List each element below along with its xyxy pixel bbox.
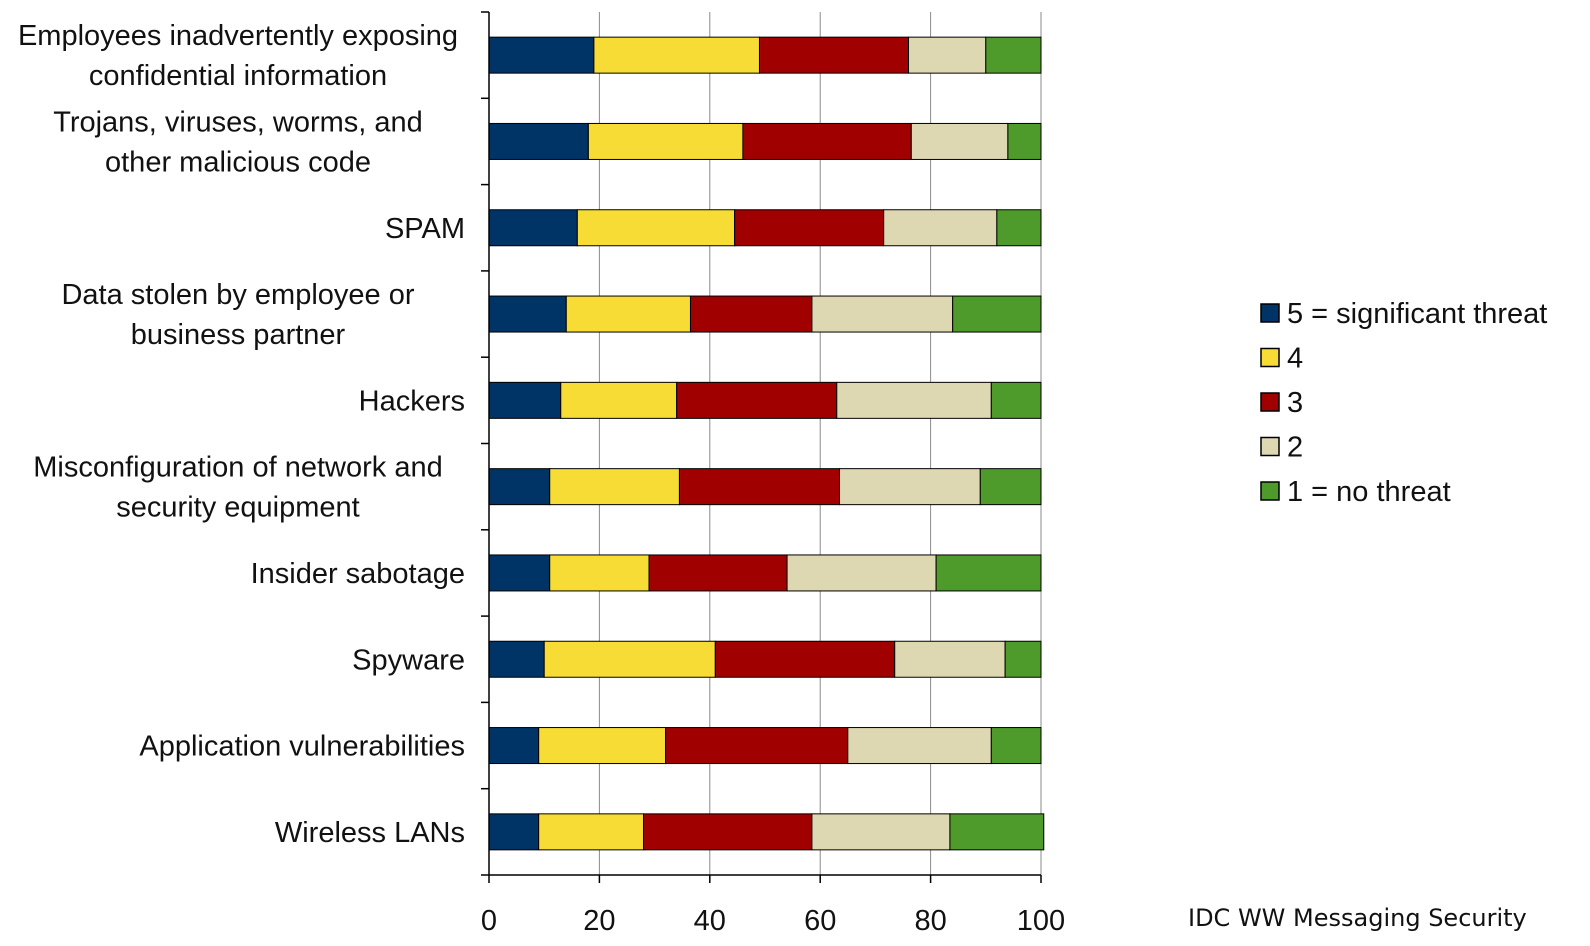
bar-segment: [538, 813, 645, 851]
category-label-line: Application vulnerabilities: [139, 731, 465, 763]
bar-segment: [488, 727, 540, 765]
category-labels: Employees inadvertently exposing confiden…: [18, 20, 465, 849]
bar-segment: [593, 36, 760, 74]
source-note: IDC WW Messaging Security: [1188, 904, 1527, 932]
legend-label: 1 = no threat: [1287, 476, 1451, 508]
bar-segment: [742, 122, 912, 160]
bar-segment: [839, 468, 981, 506]
bar-segment: [990, 381, 1042, 419]
bar-segment: [549, 554, 650, 592]
bar-segment: [676, 381, 838, 419]
legend: 5 = significant threat 4 3 2 1 = no threat: [1260, 298, 1547, 508]
category-label-line: SPAM: [385, 213, 465, 245]
category-label-line: Employees inadvertently exposing: [18, 20, 458, 52]
bar-segment: [560, 381, 678, 419]
bar-segment: [576, 209, 736, 247]
category-label: Insider sabotage: [251, 558, 465, 590]
category-label: Misconfiguration of network and security …: [33, 452, 442, 524]
bar-segment: [714, 640, 896, 678]
bar-segment: [985, 36, 1042, 74]
bar-segment: [689, 295, 813, 333]
category-label: Data stolen by employee or business partn…: [61, 279, 414, 351]
bar-segment: [847, 727, 992, 765]
category-label: Trojans, viruses, worms, and other malici…: [53, 106, 423, 178]
bar-segment: [565, 295, 691, 333]
x-tick-label: 60: [804, 905, 836, 937]
x-tick-label: 80: [914, 905, 946, 937]
bar-segment: [734, 209, 885, 247]
x-tick-labels: 0 20 40 60 80 100: [481, 905, 1065, 937]
bar-segment: [758, 36, 910, 74]
legend-label: 2: [1287, 432, 1303, 464]
legend-swatch: [1260, 303, 1280, 323]
category-label-line: Spyware: [352, 644, 465, 676]
bar-segment: [811, 295, 954, 333]
category-label: Spyware: [352, 644, 465, 676]
x-tick-label: 100: [1017, 905, 1065, 937]
legend-swatch: [1260, 347, 1280, 368]
bar-segment: [894, 640, 1006, 678]
bar-segment: [648, 554, 788, 592]
category-label-line: Misconfiguration of network and: [33, 452, 442, 484]
bar-segment: [996, 209, 1042, 247]
category-label: Application vulnerabilities: [139, 731, 465, 763]
legend-label: 4: [1287, 343, 1303, 375]
bar-segment: [910, 122, 1009, 160]
category-label-line: security equipment: [116, 492, 359, 524]
legend-swatch: [1260, 436, 1280, 457]
bar-segment: [811, 813, 951, 851]
category-label-line: Data stolen by employee or: [61, 279, 414, 311]
bar-segment: [935, 554, 1042, 592]
bar-segment: [549, 468, 680, 506]
bar-segment: [908, 36, 987, 74]
bar-segment: [488, 295, 567, 333]
bar-segment: [488, 554, 551, 592]
bar-segment: [543, 640, 716, 678]
bar-segment: [952, 295, 1042, 333]
bar-segment: [949, 813, 1045, 851]
category-label: SPAM: [385, 213, 465, 245]
bar-segment: [1004, 640, 1042, 678]
bar-segment: [538, 727, 667, 765]
bar-segment: [488, 209, 578, 247]
bar-segment: [786, 554, 937, 592]
category-label: Wireless LANs: [275, 817, 465, 849]
category-label: Employees inadvertently exposing confiden…: [18, 20, 458, 92]
bar-segment: [488, 122, 589, 160]
bar-segment: [488, 640, 545, 678]
bar-segment: [488, 468, 551, 506]
bar-segment: [1007, 122, 1042, 160]
x-tick-label: 20: [583, 905, 615, 937]
category-label-line: confidential information: [89, 60, 387, 92]
category-label-line: Insider sabotage: [251, 558, 465, 590]
bars: [488, 36, 1045, 851]
bar-segment: [488, 813, 540, 851]
legend-label: 5 = significant threat: [1287, 298, 1547, 330]
bar-segment: [883, 209, 998, 247]
category-label-line: business partner: [131, 319, 346, 351]
bar-segment: [587, 122, 744, 160]
category-label-line: Wireless LANs: [275, 817, 465, 849]
bar-segment: [990, 727, 1042, 765]
bar-segment: [488, 381, 562, 419]
bar-segment: [488, 36, 595, 74]
category-label-line: Trojans, viruses, worms, and: [53, 106, 423, 138]
bar-segment: [836, 381, 992, 419]
legend-swatch: [1260, 392, 1280, 412]
bar-segment: [643, 813, 813, 851]
axes: [481, 11, 1042, 883]
category-label-line: Hackers: [359, 385, 465, 417]
legend-swatch: [1260, 481, 1280, 501]
category-label: Hackers: [359, 385, 465, 417]
x-tick-label: 0: [481, 905, 497, 937]
bar-segment: [678, 468, 841, 506]
legend-label: 3: [1287, 387, 1303, 419]
bar-segment: [665, 727, 849, 765]
category-label-line: other malicious code: [105, 146, 371, 178]
bar-segment: [979, 468, 1042, 506]
x-tick-label: 40: [694, 905, 726, 937]
